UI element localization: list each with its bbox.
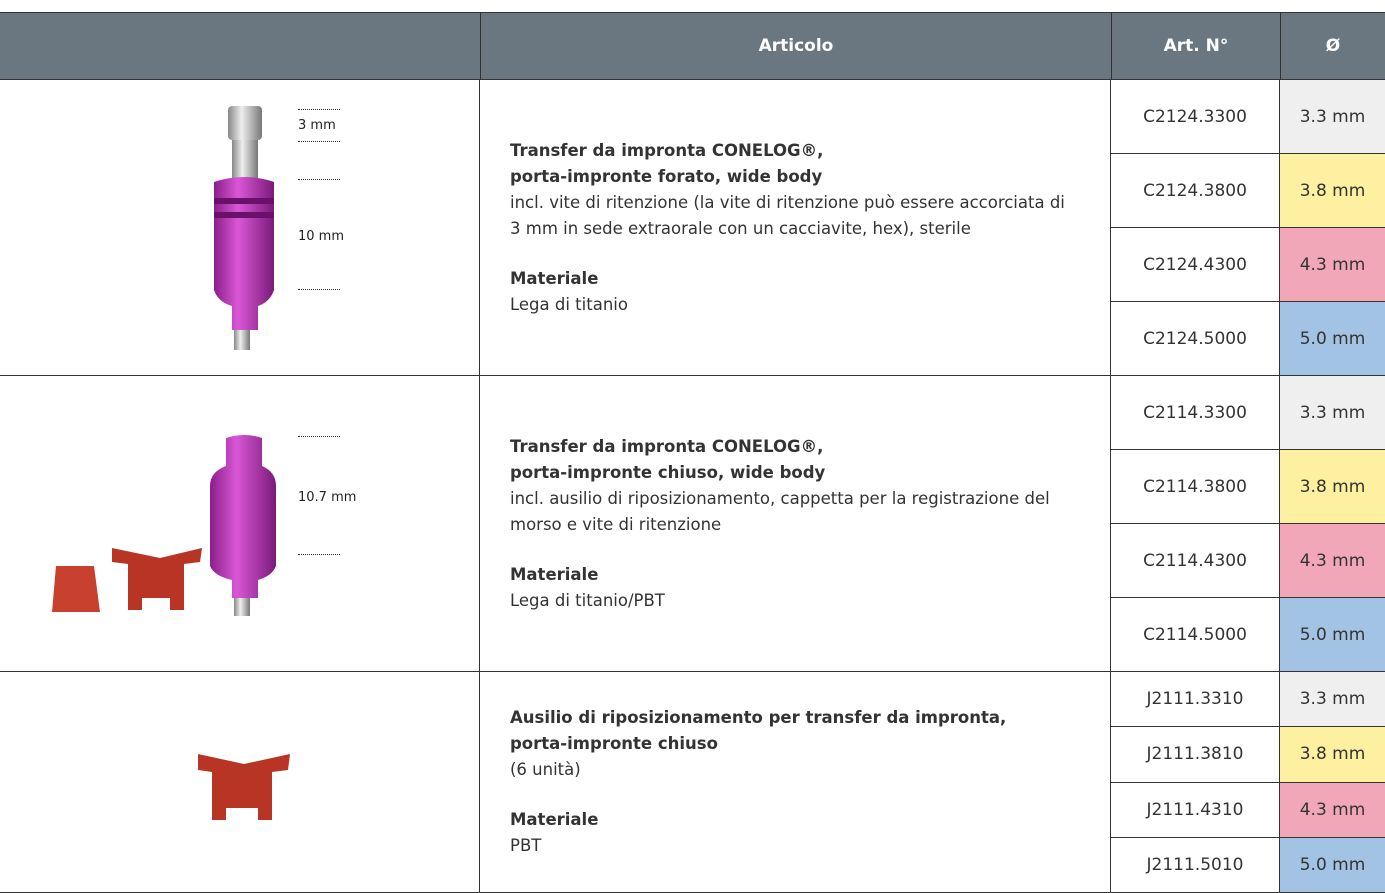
variant-row: C2124.3300 3.3 mm [1111,80,1385,154]
dimension-label: 10 mm [298,229,345,244]
article-number: C2124.3300 [1111,80,1280,153]
article-number: J2111.4310 [1111,782,1280,837]
article-number: C2114.4300 [1111,524,1280,597]
product-row: 10.7 mm Transfer da impronta CONELOG®, p… [0,376,1385,672]
diameter: 5.0 mm [1280,302,1385,375]
variant-row: C2114.5000 5.0 mm [1111,598,1385,671]
product-table: Articolo Art. N° Ø 3 mm 10 mm Transfer d… [0,12,1385,893]
article-number: C2124.5000 [1111,302,1280,375]
material: Lega di titanio [510,294,628,314]
header-row: Articolo Art. N° Ø [0,12,1385,80]
diameter: 3.8 mm [1280,727,1385,782]
article-number: C2114.3300 [1111,376,1280,449]
article-number: J2111.3310 [1111,672,1280,727]
article-cell: Transfer da impronta CONELOG®, porta-imp… [480,80,1111,375]
header-cell: Articolo [480,13,1111,79]
material-label: Materiale [510,268,599,288]
material: PBT [510,836,542,855]
article-number: C2124.3800 [1111,154,1280,227]
diameter: 3.3 mm [1280,672,1385,727]
header-cell [0,13,480,79]
header-cell: Art. N° [1111,13,1280,79]
variant-row: J2111.3310 3.3 mm [1111,672,1385,728]
product-row: Ausilio di riposizionamento per transfer… [0,672,1385,893]
variant-row: J2111.4310 4.3 mm [1111,782,1385,838]
article-cell: Ausilio di riposizionamento per transfer… [480,672,1111,892]
diameter: 4.3 mm [1280,524,1385,597]
product-image [52,435,276,616]
title: Transfer da impronta CONELOG®, [510,140,824,160]
image-cell: 3 mm 10 mm [0,80,480,375]
variant-row: C2124.4300 4.3 mm [1111,228,1385,302]
description: incl. ausilio di riposizionamento, cappe… [510,488,1050,534]
title: porta-impronte chiuso [510,734,718,753]
diameter: 3.8 mm [1280,154,1385,227]
diameter: 3.8 mm [1280,450,1385,523]
article-number: J2111.3810 [1111,727,1280,782]
variant-row: J2111.3810 3.8 mm [1111,727,1385,783]
article-number: J2111.5010 [1111,837,1280,892]
dimension-label: 3 mm [298,118,336,133]
variants: C2124.3300 3.3 mm C2124.3800 3.8 mm C2124.43… [1111,80,1385,375]
variant-row: J2111.5010 5.0 mm [1111,837,1385,892]
image-cell [0,672,480,892]
diameter: 4.3 mm [1280,228,1385,301]
diameter: 3.3 mm [1280,80,1385,153]
material: Lega di titanio/PBT [510,590,665,610]
title: Ausilio di riposizionamento per transfer… [510,708,1007,727]
article-cell: Transfer da impronta CONELOG®, porta-imp… [480,376,1111,671]
diameter: 3.3 mm [1280,376,1385,449]
variant-row: C2124.3800 3.8 mm [1111,154,1385,228]
variant-row: C2124.5000 5.0 mm [1111,302,1385,375]
variant-row: C2114.4300 4.3 mm [1111,524,1385,598]
diameter: 5.0 mm [1280,837,1385,892]
article-number: C2124.4300 [1111,228,1280,301]
variants: C2114.3300 3.3 mm C2114.3800 3.8 mm C2114.43… [1111,376,1385,671]
dimension-label: 10.7 mm [298,490,357,505]
variant-row: C2114.3300 3.3 mm [1111,376,1385,450]
product-image [214,106,274,350]
variant-row: C2114.3800 3.8 mm [1111,450,1385,524]
variants: J2111.3310 3.3 mm J2111.3810 3.8 mm J2111.43… [1111,672,1385,892]
article-number: C2114.5000 [1111,598,1280,671]
product-row: 3 mm 10 mm Transfer da impronta CONELOG®… [0,80,1385,376]
title: porta-impronte forato, wide body [510,166,823,186]
image-cell: 10.7 mm [0,376,480,671]
product-image [198,754,290,820]
diameter: 4.3 mm [1280,782,1385,837]
diameter: 5.0 mm [1280,598,1385,671]
header-cell: Ø [1280,13,1385,79]
title: Transfer da impronta CONELOG®, [510,436,824,456]
title: porta-impronte chiuso, wide body [510,462,826,482]
article-number: C2114.3800 [1111,450,1280,523]
description: incl. vite di ritenzione (la vite di rit… [510,192,1065,238]
material-label: Materiale [510,810,599,829]
description: (6 unità) [510,760,581,779]
material-label: Materiale [510,564,599,584]
